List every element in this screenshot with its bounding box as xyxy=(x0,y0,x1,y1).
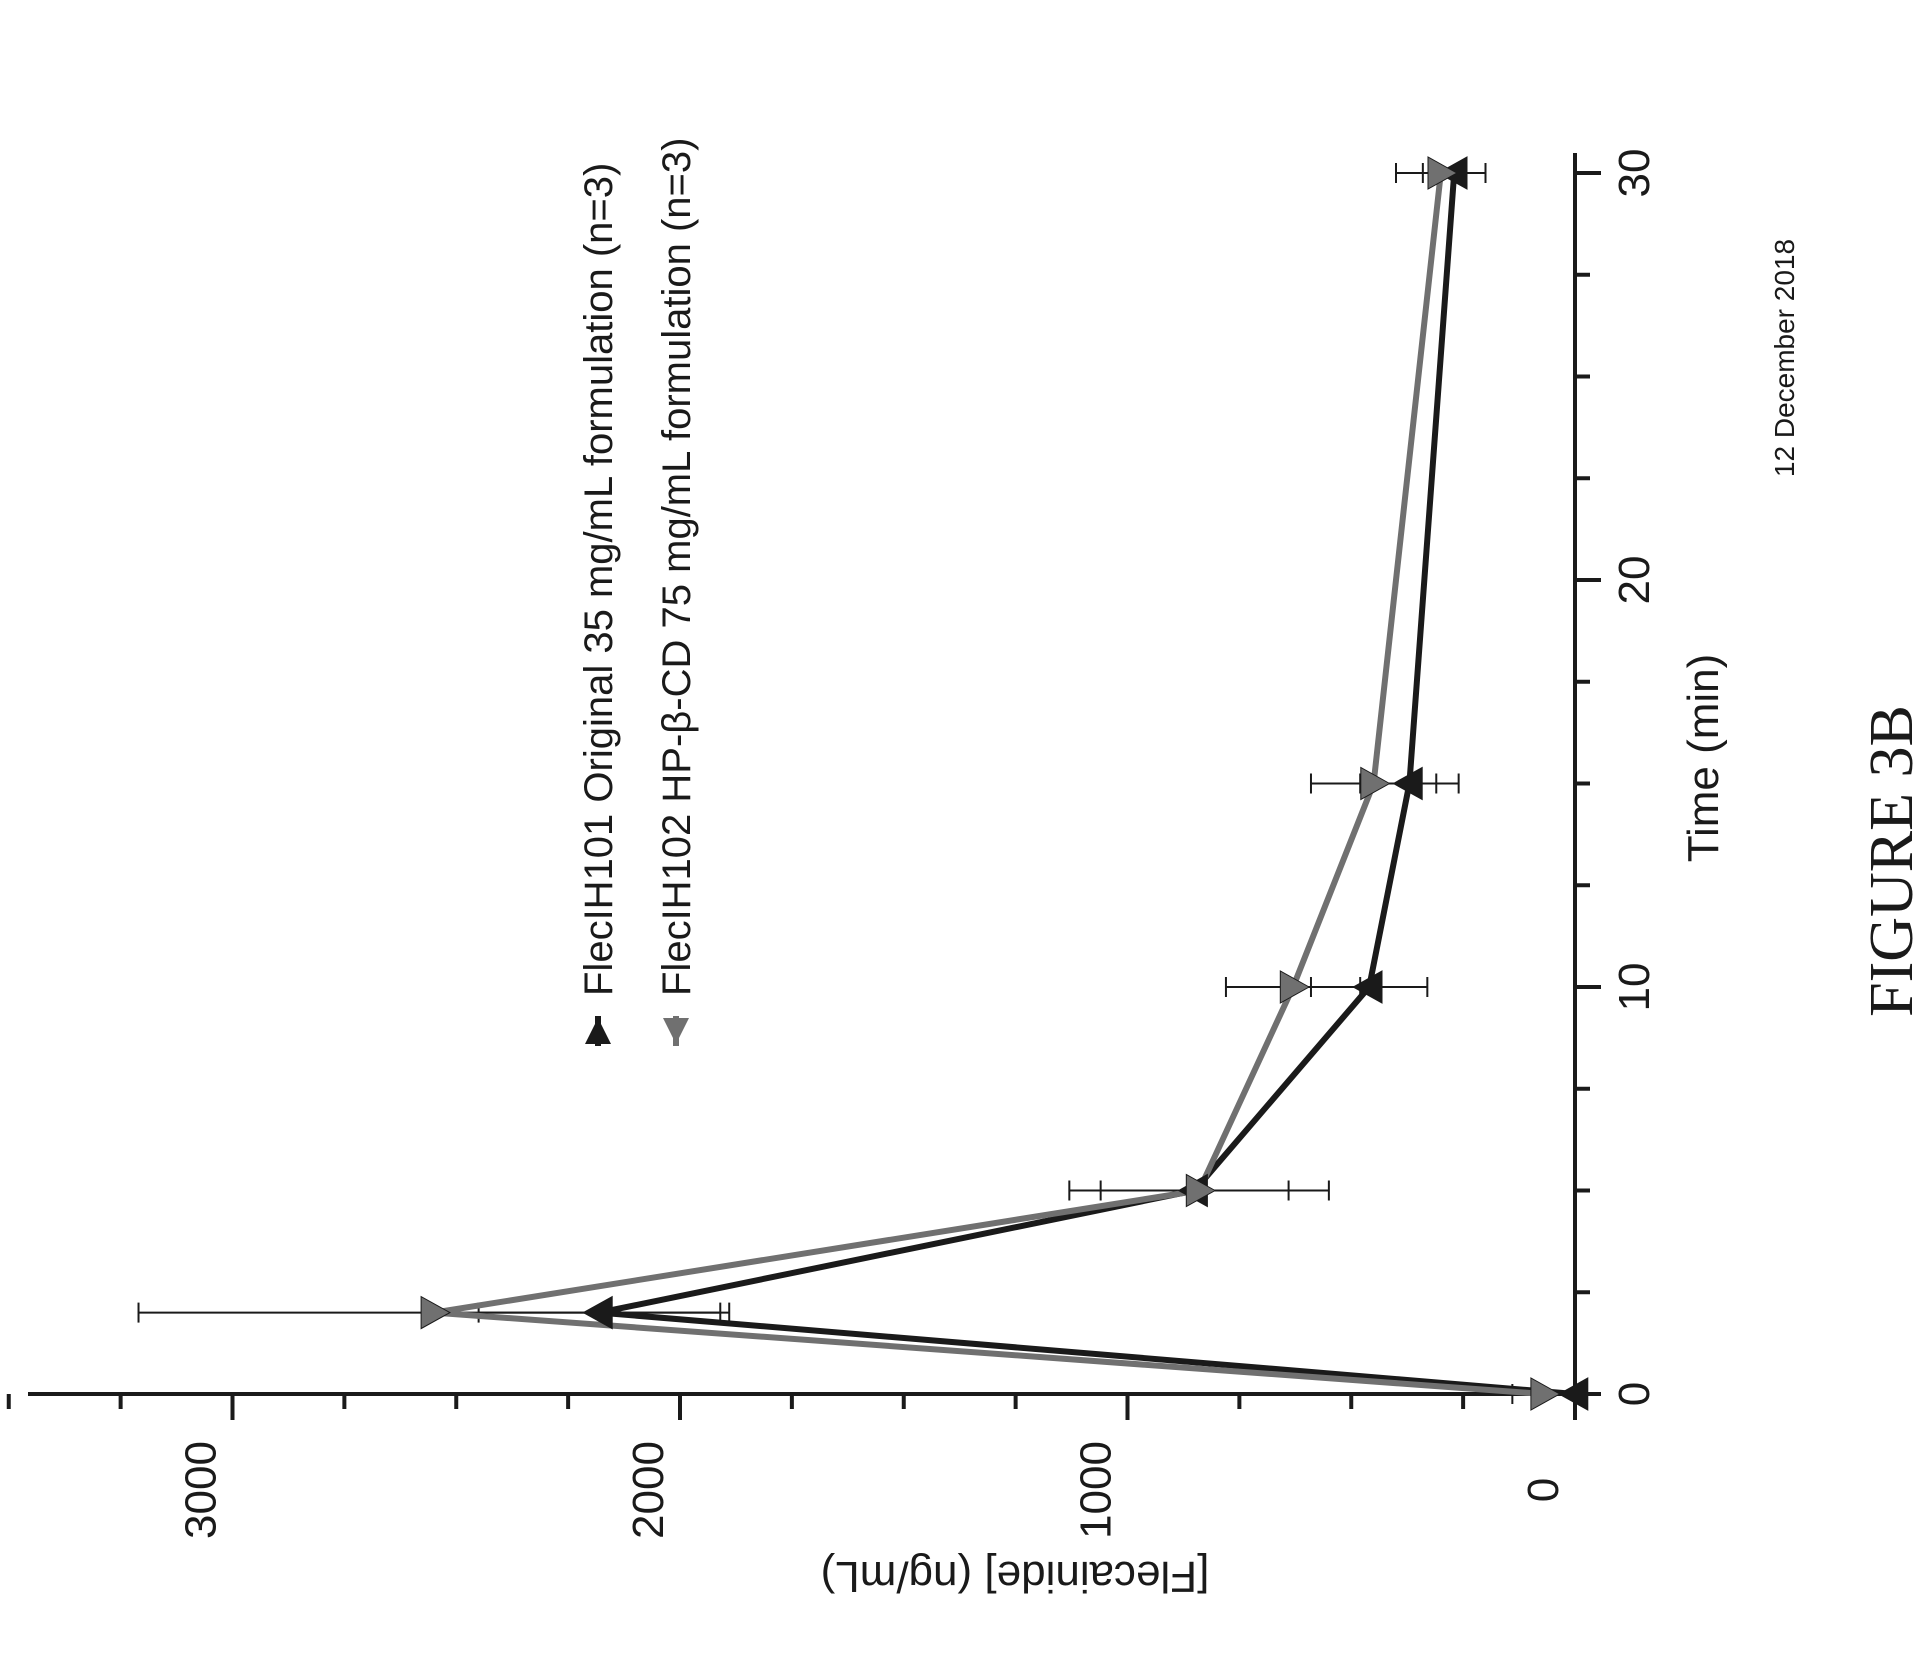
error-bar-group xyxy=(137,163,1576,1404)
marker-group xyxy=(420,156,1589,1411)
y-tick-label: 3000 xyxy=(177,1441,226,1539)
data-point-series-1 xyxy=(1352,970,1383,1004)
legend-marker-series-2 xyxy=(663,1016,689,1046)
legend-marker-series-1 xyxy=(585,1016,611,1046)
y-axis-title: [Flecainide] (ng/mL) xyxy=(821,1552,1210,1601)
data-point-series-1 xyxy=(1557,1377,1589,1411)
y-tick-label: 2000 xyxy=(624,1441,673,1539)
x-axis-title: Time (min) xyxy=(1679,654,1728,863)
y-tick-label: 0 xyxy=(1519,1478,1568,1502)
date-note: 12 December 2018 xyxy=(1769,239,1800,477)
data-point-series-2 xyxy=(1530,1377,1561,1411)
legend: FlecIH101 Original 35 mg/mL formulation … xyxy=(577,138,699,1046)
x-tick-label: 0 xyxy=(1610,1382,1659,1406)
x-tick-label: 30 xyxy=(1610,149,1659,198)
data-point-series-2 xyxy=(1185,1173,1217,1208)
legend-label-series-2: FlecIH102 HP-β-CD 75 mg/mL formulation (… xyxy=(655,138,699,996)
data-point-series-2 xyxy=(1279,970,1311,1004)
y-tick-label: 1000 xyxy=(1072,1441,1121,1539)
series-line-2 xyxy=(430,172,1544,1397)
tick-label-group: 0 10 20 30 0 1000 2000 3000 xyxy=(177,149,1660,1539)
x-tick-label: 10 xyxy=(1610,963,1659,1012)
legend-label-series-1: FlecIH101 Original 35 mg/mL formulation … xyxy=(577,163,621,996)
data-point-series-2 xyxy=(1360,766,1391,801)
tick-group xyxy=(6,171,1601,1420)
series-line-1 xyxy=(596,172,1576,1397)
figure-label: FIGURE 3B xyxy=(1858,705,1926,1017)
data-point-series-1 xyxy=(1392,766,1423,801)
x-tick-label: 20 xyxy=(1610,556,1659,605)
data-point-series-2 xyxy=(1427,156,1458,190)
data-point-series-2 xyxy=(420,1295,451,1330)
series-lines xyxy=(430,172,1576,1397)
data-point-series-1 xyxy=(582,1295,613,1330)
